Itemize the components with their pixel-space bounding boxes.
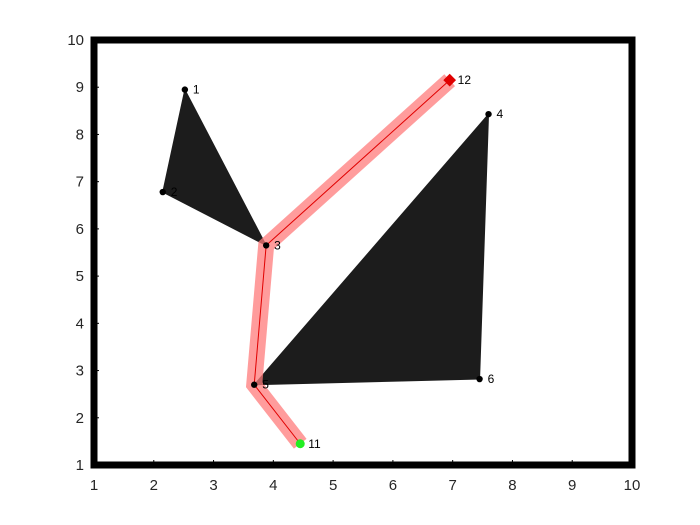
- x-tick-label-5: 5: [329, 477, 337, 494]
- vertex-point-4: [485, 110, 492, 118]
- x-tick-label-6: 6: [389, 477, 397, 494]
- vertex-label-6: 6: [488, 372, 495, 386]
- vertex-point-6: [476, 375, 483, 383]
- x-tick-label-9: 9: [568, 477, 576, 494]
- vertex-point-3: [262, 242, 270, 249]
- y-tick-label-10: 10: [67, 32, 84, 49]
- obstacles-layer: [162, 88, 490, 386]
- y-tick-label-7: 7: [76, 174, 84, 191]
- y-tick-label-4: 4: [76, 315, 84, 332]
- start-marker: [295, 439, 305, 449]
- y-tick-label-2: 2: [76, 410, 84, 427]
- vertices-layer: [159, 73, 492, 449]
- path-layer: [245, 74, 456, 449]
- vertex-label-2: 2: [171, 185, 178, 199]
- vertex-label-5: 5: [262, 378, 269, 392]
- y-tick-label-9: 9: [76, 79, 84, 96]
- vertex-label-4: 4: [497, 107, 504, 121]
- y-tick-label-1: 1: [76, 457, 84, 474]
- goal-marker: [443, 73, 457, 87]
- vertex-label-11: 11: [308, 437, 321, 451]
- vertex-point-2: [159, 188, 166, 196]
- vertex-point-1: [181, 86, 189, 93]
- y-tick-label-3: 3: [76, 363, 84, 380]
- path-line: [253, 79, 451, 445]
- x-tick-label-10: 10: [624, 477, 641, 494]
- x-tick-label-8: 8: [508, 477, 516, 494]
- vertex-point-5: [251, 381, 258, 388]
- x-tick-label-1: 1: [90, 477, 98, 494]
- x-tick-label-3: 3: [209, 477, 217, 494]
- x-tick-label-7: 7: [448, 477, 456, 494]
- plot-area: [94, 40, 632, 465]
- y-tick-label-5: 5: [76, 268, 84, 285]
- obstacle-triangle-1: [162, 88, 268, 247]
- x-tick-label-4: 4: [269, 477, 277, 494]
- y-tick-label-6: 6: [76, 221, 84, 238]
- y-tick-label-8: 8: [76, 126, 84, 143]
- obstacle-triangle-2: [253, 112, 490, 386]
- vertex-label-12: 12: [458, 73, 472, 87]
- vertex-label-3: 3: [274, 238, 281, 252]
- vertex-label-1: 1: [193, 83, 200, 97]
- plot-frame: [90, 36, 636, 469]
- x-tick-label-2: 2: [150, 477, 158, 494]
